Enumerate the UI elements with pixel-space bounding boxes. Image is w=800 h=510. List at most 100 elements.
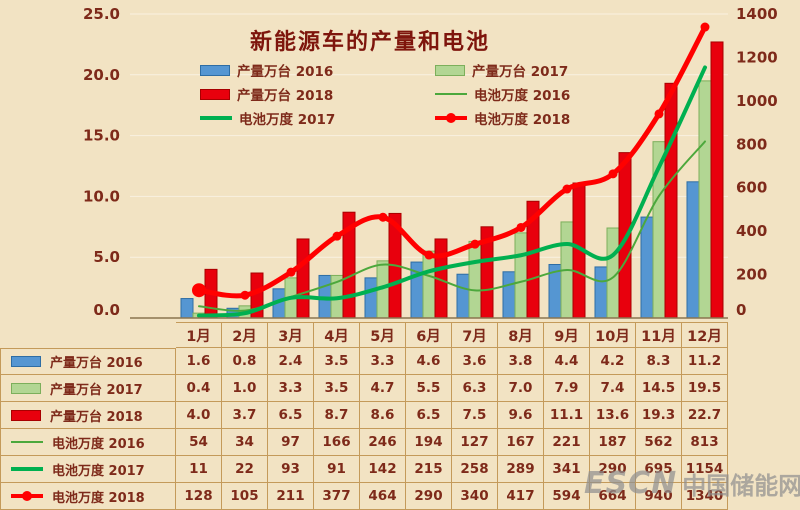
legend-label: 电池万度 2017 (239, 112, 336, 128)
line-marker (608, 169, 618, 179)
line-thin-green-swatch (435, 93, 467, 95)
value-cell: 290 (406, 483, 452, 510)
value-cell: 7.9 (544, 375, 590, 402)
value-cell: 187 (590, 429, 636, 456)
right-axis-tick: 600 (736, 179, 767, 197)
value-cell: 7.4 (590, 375, 636, 402)
bar-blue-swatch (11, 356, 41, 367)
line-thick-green-swatch (11, 467, 43, 471)
value-cell: 105 (222, 483, 268, 510)
value-cell: 0.4 (176, 375, 222, 402)
value-cell: 22 (222, 456, 268, 483)
right-axis-tick: 1000 (736, 92, 778, 110)
line-red-marker-swatch (11, 490, 43, 502)
month-header-cell: 2月 (222, 322, 268, 348)
left-axis-tick: 20.0 (83, 66, 120, 84)
value-cell: 13.6 (590, 402, 636, 429)
left-axis-tick: 5.0 (93, 248, 120, 266)
month-header-cell: 6月 (406, 322, 452, 348)
table-corner-cell (0, 322, 176, 348)
line-marker (654, 109, 664, 119)
left-axis-tick: 25.0 (83, 5, 120, 23)
legend-label: 产量万台 2017 (472, 64, 569, 80)
bar-产量万台 2016 (180, 298, 194, 319)
chart-title: 新能源车的产量和电池 (249, 30, 490, 55)
bar-产量万台 2016 (502, 271, 516, 319)
line-marker (562, 184, 572, 194)
value-cell: 3.5 (314, 348, 360, 375)
table-row: 电池万度 2016 54 34 97 166 246 194 127 167 221 187 562 8… (0, 429, 728, 456)
bar-产量万台 2016 (686, 181, 700, 319)
value-cell: 290 (590, 456, 636, 483)
value-cell: 167 (498, 429, 544, 456)
line-marker (470, 239, 480, 249)
value-cell: 1.0 (222, 375, 268, 402)
value-cell: 194 (406, 429, 452, 456)
value-cell: 1.6 (176, 348, 222, 375)
month-header-cell: 10月 (590, 322, 636, 348)
line-thick-green-swatch (200, 116, 232, 120)
legend-item: 产量万台 2017 (435, 60, 670, 80)
bar-red-swatch (11, 409, 41, 421)
value-cell: 3.7 (222, 402, 268, 429)
bar-产量万台 2017 (422, 250, 436, 319)
value-cell: 464 (360, 483, 406, 510)
legend-item: 产量万台 2018 (200, 84, 435, 104)
line-marker (240, 290, 250, 300)
value-cell: 6.5 (406, 402, 452, 429)
value-cell: 6.5 (268, 402, 314, 429)
right-axis-tick: 0 (736, 301, 746, 319)
month-header-cell: 7月 (452, 322, 498, 348)
bar-产量万台 2018 (296, 238, 310, 319)
value-cell: 0.8 (222, 348, 268, 375)
month-header-cell: 8月 (498, 322, 544, 348)
value-cell: 8.3 (636, 348, 682, 375)
watermark: ESCN 中国储能网 (584, 466, 800, 501)
value-cell: 1154 (682, 456, 728, 483)
value-cell: 54 (176, 429, 222, 456)
month-header-cell: 3月 (268, 322, 314, 348)
value-cell: 341 (544, 456, 590, 483)
series-label-cell: 电池万度 2018 (0, 483, 176, 510)
value-cell: 562 (636, 429, 682, 456)
chart-legend: 产量万台 2016 产量万台 2017 产量万台 2018 电池万度 2016 电池万度… (200, 60, 670, 128)
value-cell: 695 (636, 456, 682, 483)
value-cell: 4.6 (406, 348, 452, 375)
bar-产量万台 2016 (640, 216, 654, 319)
bar-red-swatch (200, 88, 230, 100)
value-cell: 22.7 (682, 402, 728, 429)
series-label-cell: 产量万台 2018 (0, 402, 176, 429)
value-cell: 14.5 (636, 375, 682, 402)
value-cell: 4.7 (360, 375, 406, 402)
bar-产量万台 2018 (710, 41, 724, 319)
series-label: 产量万台 2016 (50, 356, 143, 371)
month-header-cell: 12月 (682, 322, 728, 348)
value-cell: 166 (314, 429, 360, 456)
bar-产量万台 2016 (456, 273, 470, 319)
legend-label: 产量万台 2018 (237, 88, 334, 104)
legend-item: 产量万台 2016 (200, 60, 435, 80)
table-header-row: 1月 2月 3月 4月 5月 6月 7月 8月 9月 10月 11月 12月 (0, 322, 728, 348)
series-label-cell: 电池万度 2017 (0, 456, 176, 483)
value-cell: 813 (682, 429, 728, 456)
line-red-marker-swatch (435, 112, 467, 124)
data-table: 1月 2月 3月 4月 5月 6月 7月 8月 9月 10月 11月 12月产量万台 2016 1.6 0… (0, 322, 728, 510)
value-cell: 5.5 (406, 375, 452, 402)
value-cell: 91 (314, 456, 360, 483)
legend-label: 电池万度 2018 (474, 112, 571, 128)
table-row: 产量万台 2016 1.6 0.8 2.4 3.5 3.3 4.6 3.6 3.8 4.4 4.2 8… (0, 348, 728, 375)
value-cell: 34 (222, 429, 268, 456)
value-cell: 7.0 (498, 375, 544, 402)
watermark-text: 中国储能网 (682, 472, 800, 500)
value-cell: 3.3 (360, 348, 406, 375)
month-header-cell: 11月 (636, 322, 682, 348)
value-cell: 4.2 (590, 348, 636, 375)
value-cell: 97 (268, 429, 314, 456)
series-label: 产量万台 2018 (50, 409, 143, 425)
bar-产量万台 2017 (468, 240, 482, 319)
legend-label: 电池万度 2016 (474, 88, 571, 104)
series-label: 产量万台 2017 (50, 382, 143, 398)
line-marker (192, 283, 206, 298)
value-cell: 258 (452, 456, 498, 483)
